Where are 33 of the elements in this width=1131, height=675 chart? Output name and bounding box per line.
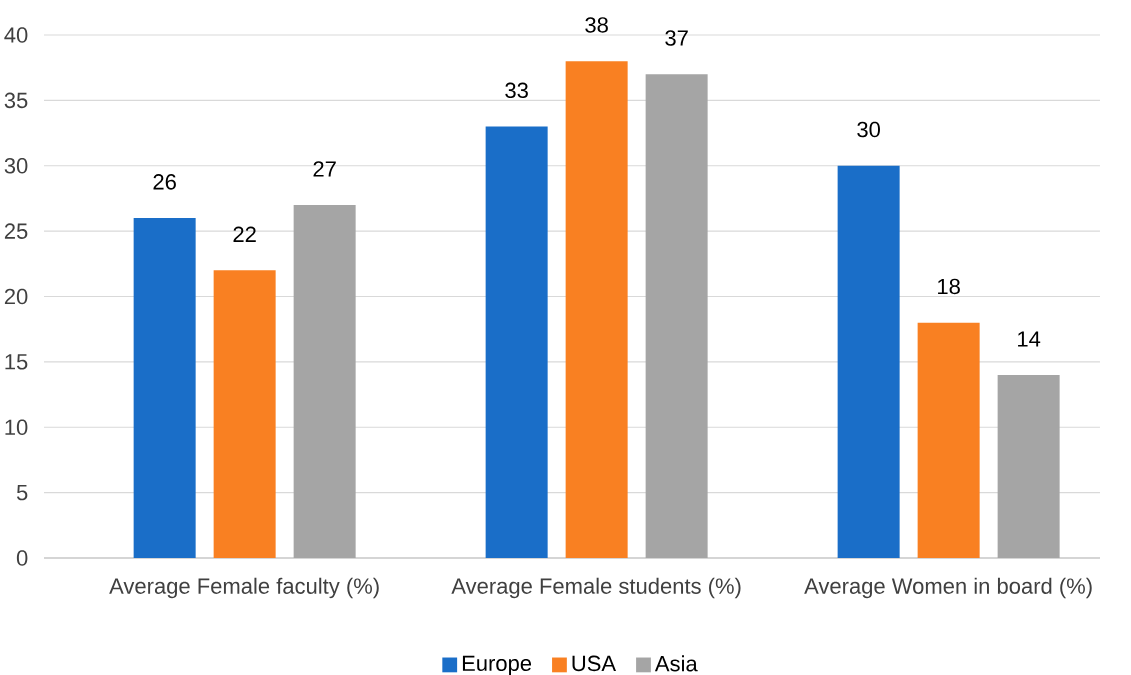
data-label: 38 bbox=[585, 17, 608, 33]
data-label: 26 bbox=[153, 174, 176, 190]
y-tick-label: 0 bbox=[16, 550, 28, 566]
bar bbox=[293, 204, 356, 558]
y-tick-label: 30 bbox=[4, 157, 28, 174]
data-label: 33 bbox=[505, 82, 528, 99]
data-label: 22 bbox=[233, 226, 256, 242]
y-tick-label: 35 bbox=[4, 92, 28, 109]
bar bbox=[837, 165, 900, 558]
y-tick-label: 20 bbox=[4, 288, 28, 305]
legend-label: Europe bbox=[462, 655, 532, 675]
y-tick-label: 40 bbox=[4, 27, 28, 43]
bar bbox=[133, 218, 196, 558]
data-label: 18 bbox=[938, 278, 960, 295]
bar bbox=[917, 322, 980, 558]
x-tick-label: Average Women in board (%) bbox=[804, 577, 1092, 599]
y-tick-label: 25 bbox=[4, 223, 28, 239]
bar bbox=[645, 74, 708, 558]
bar bbox=[485, 126, 548, 558]
data-label: 27 bbox=[313, 161, 336, 177]
bar bbox=[997, 374, 1060, 558]
legend-label: Asia bbox=[654, 655, 698, 672]
data-label: 37 bbox=[665, 30, 688, 46]
y-tick-label: 5 bbox=[16, 484, 28, 501]
bar bbox=[565, 61, 628, 558]
y-tick-label: 15 bbox=[5, 354, 28, 370]
data-label: 30 bbox=[857, 121, 880, 138]
legend-label: USA bbox=[572, 655, 617, 672]
x-tick-label: Average Female students (%) bbox=[451, 577, 741, 599]
y-tick-label: 10 bbox=[5, 419, 28, 436]
bar bbox=[213, 270, 276, 558]
x-tick-label: Average Female faculty (%) bbox=[109, 577, 379, 599]
data-label: 14 bbox=[1018, 331, 1041, 347]
